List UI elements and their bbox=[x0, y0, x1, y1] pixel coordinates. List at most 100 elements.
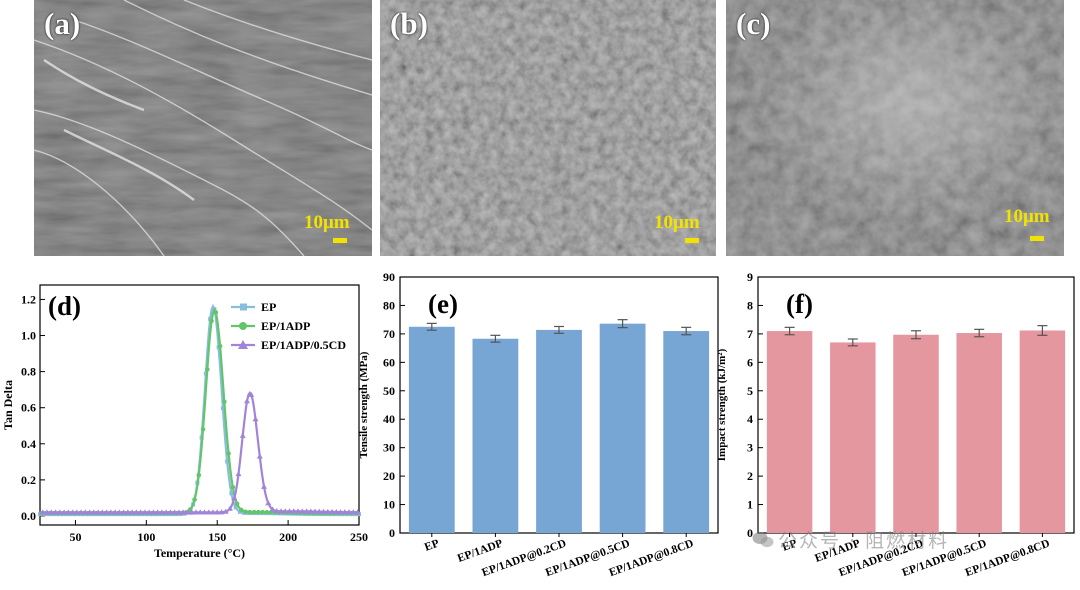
data-point-triangle bbox=[282, 508, 289, 514]
chart-e-ytick-label: 0 bbox=[389, 526, 395, 540]
data-point-triangle bbox=[120, 509, 127, 515]
chart-f-ytick-label: 9 bbox=[747, 270, 753, 284]
chart-d-legend: EP EP/1ADP EP/1ADP/0.5CD bbox=[231, 300, 346, 352]
chart-d-ytick-label: 0.0 bbox=[21, 509, 36, 523]
chart-f-category-label: EP bbox=[781, 538, 799, 554]
data-point-square bbox=[203, 371, 208, 376]
data-point-circle bbox=[256, 509, 261, 515]
data-point-triangle bbox=[154, 509, 161, 515]
chart-f-ytick-label: 6 bbox=[747, 355, 753, 369]
bar bbox=[893, 334, 939, 533]
data-point-circle bbox=[213, 310, 219, 315]
watermark: 公众号 · 阻燃材料 bbox=[752, 526, 949, 553]
data-point-triangle bbox=[239, 432, 246, 438]
data-point-circle bbox=[209, 318, 214, 324]
chart-f-ytick-label: 1 bbox=[747, 498, 753, 512]
chart-d-ytick-label: 0.4 bbox=[21, 437, 36, 451]
scale-label-b: 10μm bbox=[654, 212, 700, 233]
data-point-circle bbox=[204, 367, 210, 372]
chart-f-ytick-label: 2 bbox=[747, 469, 753, 483]
sem-image-c bbox=[726, 0, 1064, 256]
chart-d-panel-label: (d) bbox=[48, 291, 81, 321]
data-point-triangle bbox=[324, 508, 331, 515]
data-point-triangle bbox=[99, 509, 106, 515]
sem-label-c: (c) bbox=[736, 6, 771, 41]
data-point-triangle bbox=[214, 509, 221, 515]
chart-e-ytick-label: 10 bbox=[383, 498, 395, 512]
data-point-circle bbox=[226, 451, 231, 456]
legend-marker-circle bbox=[239, 322, 247, 330]
data-point-square bbox=[208, 316, 213, 321]
data-point-triangle bbox=[184, 509, 191, 515]
data-point-circle bbox=[217, 343, 223, 349]
data-point-triangle bbox=[65, 509, 72, 515]
chart-d-ytick-label: 0.6 bbox=[21, 401, 36, 415]
chart-e-ytick-label: 60 bbox=[383, 355, 395, 369]
data-point-triangle bbox=[150, 509, 157, 515]
chart-d-ytick-label: 1.0 bbox=[21, 329, 36, 343]
data-point-triangle bbox=[141, 509, 148, 515]
chart-f-ytick-label: 0 bbox=[747, 526, 753, 540]
data-point-triangle bbox=[278, 508, 285, 514]
data-point-triangle bbox=[129, 509, 136, 515]
sem-image-b bbox=[380, 0, 716, 256]
chart-e-ytick-label: 80 bbox=[383, 298, 395, 312]
data-point-triangle bbox=[167, 509, 174, 515]
chart-e-ytick-label: 70 bbox=[383, 327, 395, 341]
data-point-triangle bbox=[201, 509, 208, 515]
scale-bar-b bbox=[685, 238, 699, 243]
data-point-circle bbox=[222, 399, 227, 405]
bar bbox=[663, 331, 710, 533]
chart-f-ylabel: Impact strength (kJ/m²) bbox=[716, 348, 728, 461]
data-point-triangle bbox=[124, 509, 131, 515]
data-point-triangle bbox=[299, 508, 306, 514]
bar bbox=[766, 331, 813, 533]
scale-bar-c bbox=[1030, 236, 1044, 241]
data-point-triangle bbox=[133, 509, 140, 515]
data-point-triangle bbox=[295, 508, 302, 514]
bar bbox=[408, 326, 455, 533]
data-point-triangle bbox=[307, 508, 314, 514]
chart-e-ytick-label: 90 bbox=[383, 270, 395, 284]
chart-f-ytick-label: 4 bbox=[747, 412, 753, 426]
data-point-triangle bbox=[44, 509, 51, 515]
chart-d-xtick-label: 50 bbox=[69, 530, 81, 544]
data-point-triangle bbox=[269, 506, 276, 512]
sem-label-b: (b) bbox=[390, 6, 428, 41]
data-point-triangle bbox=[354, 509, 361, 515]
data-point-triangle bbox=[48, 509, 55, 515]
data-point-triangle bbox=[333, 508, 340, 515]
sem-label-a: (a) bbox=[44, 6, 81, 41]
data-point-circle bbox=[196, 472, 202, 478]
chart-f-panel-label: (f) bbox=[786, 289, 813, 319]
data-point-circle bbox=[239, 507, 244, 513]
data-point-triangle bbox=[95, 509, 102, 515]
data-point-triangle bbox=[197, 509, 204, 515]
data-point-triangle bbox=[180, 509, 187, 515]
data-point-triangle bbox=[209, 509, 216, 515]
data-point-triangle bbox=[171, 509, 178, 515]
chart-d-xtick-label: 100 bbox=[137, 530, 155, 544]
scale-bar-a bbox=[333, 238, 347, 243]
data-point-triangle bbox=[231, 495, 238, 501]
data-point-circle bbox=[192, 497, 197, 502]
data-point-triangle bbox=[252, 416, 259, 422]
chart-e-panel-label: (e) bbox=[428, 289, 458, 319]
data-point-triangle bbox=[56, 509, 63, 515]
data-point-triangle bbox=[137, 509, 144, 515]
data-point-triangle bbox=[312, 508, 319, 514]
bar bbox=[1019, 330, 1066, 533]
sem-panel-b: (b) 10μm bbox=[380, 0, 716, 256]
chart-e-category-label: EP bbox=[423, 538, 441, 554]
data-point-triangle bbox=[82, 509, 89, 515]
chart-e-ytick-label: 50 bbox=[383, 384, 395, 398]
data-point-circle bbox=[243, 509, 248, 515]
bar bbox=[830, 342, 876, 533]
data-point-triangle bbox=[235, 470, 242, 477]
data-point-circle bbox=[247, 509, 253, 515]
legend-label: EP bbox=[261, 300, 276, 314]
chart-f-ytick-label: 3 bbox=[747, 441, 753, 455]
chart-d-frame bbox=[39, 284, 360, 526]
data-point-triangle bbox=[273, 507, 280, 514]
data-point-triangle bbox=[73, 509, 80, 515]
